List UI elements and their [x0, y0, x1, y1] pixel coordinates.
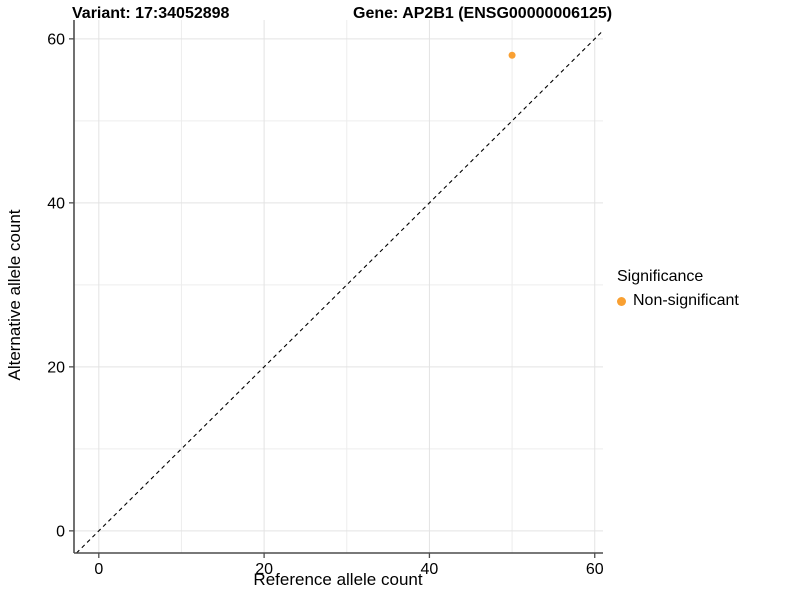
legend-entry-non-significant: Non-significant — [617, 292, 739, 310]
identity-dashed-line — [76, 30, 604, 554]
legend: Significance Non-significant — [617, 268, 739, 310]
legend-entry-label: Non-significant — [633, 292, 739, 309]
data-point — [508, 51, 516, 59]
x-tick-label: 20 — [255, 561, 273, 578]
x-tick-label: 60 — [586, 561, 604, 578]
x-tick-label: 40 — [421, 561, 439, 578]
variant-title: Variant: 17:34052898 — [72, 5, 230, 22]
gene-title: Gene: AP2B1 (ENSG00000006125) — [353, 5, 613, 22]
y-tick-label: 40 — [47, 195, 65, 212]
x-tick-label: 0 — [94, 561, 103, 578]
legend-point-icon — [617, 296, 626, 306]
y-tick-label: 0 — [56, 523, 65, 540]
x-axis-title: Reference allele count — [253, 570, 423, 589]
y-tick-label: 20 — [47, 359, 65, 376]
y-axis-title: Alternative allele count — [5, 209, 24, 381]
legend-title: Significance — [617, 268, 704, 285]
y-tick-label: 60 — [47, 31, 65, 48]
